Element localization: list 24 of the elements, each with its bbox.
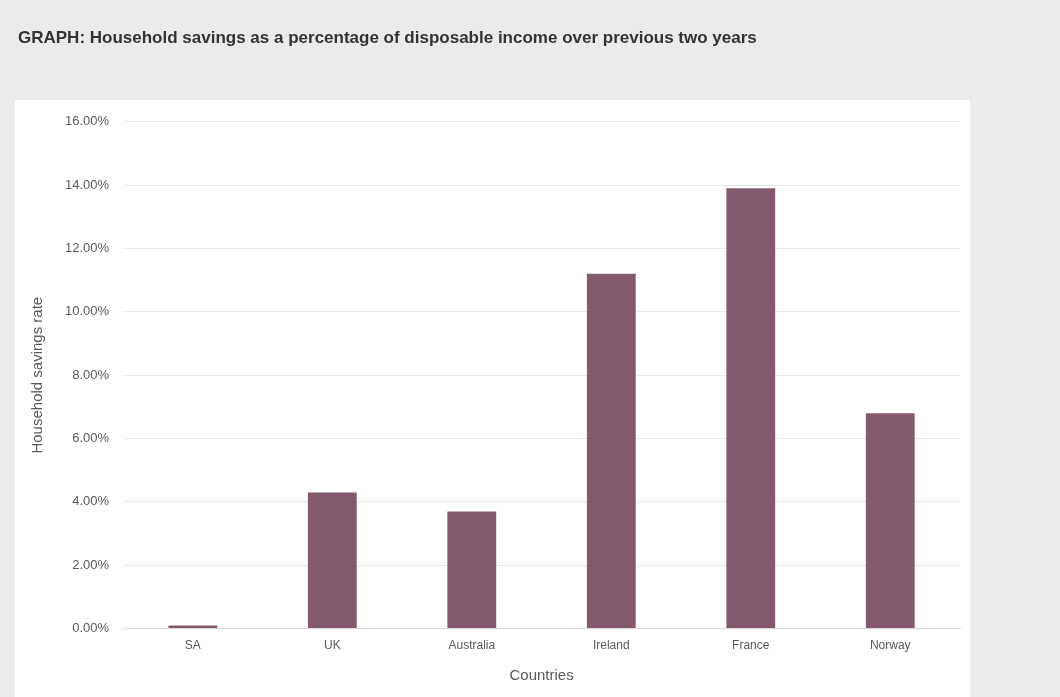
- y-tick-label: 2.00%: [72, 556, 110, 572]
- x-tick-label: Norway: [869, 638, 911, 653]
- y-tick-label: 10.00%: [65, 303, 110, 319]
- y-axis-title: Household savings rate: [28, 296, 46, 454]
- bar: [447, 511, 497, 629]
- x-axis-title: Countries: [509, 666, 574, 684]
- y-tick-label: 0.00%: [72, 620, 110, 636]
- y-tick-label: 12.00%: [65, 240, 110, 256]
- x-tick-label: UK: [323, 638, 341, 653]
- y-tick-label: 4.00%: [72, 493, 110, 509]
- y-tick-label: 14.00%: [65, 176, 110, 192]
- bar: [726, 188, 776, 629]
- x-tick-label: SA: [184, 638, 201, 653]
- y-tick-label: 16.00%: [65, 113, 110, 129]
- y-tick-label: 8.00%: [72, 366, 110, 382]
- x-tick-label: Ireland: [592, 638, 630, 653]
- x-tick-label: Australia: [448, 638, 496, 653]
- bar: [865, 413, 915, 629]
- y-tick-label: 6.00%: [72, 430, 110, 446]
- chart-title: GRAPH: Household savings as a percentage of disposable income over previous two years: [18, 28, 757, 48]
- bar: [586, 273, 636, 629]
- x-tick-label: France: [732, 638, 770, 653]
- bar: [168, 625, 218, 629]
- bar: [307, 492, 357, 629]
